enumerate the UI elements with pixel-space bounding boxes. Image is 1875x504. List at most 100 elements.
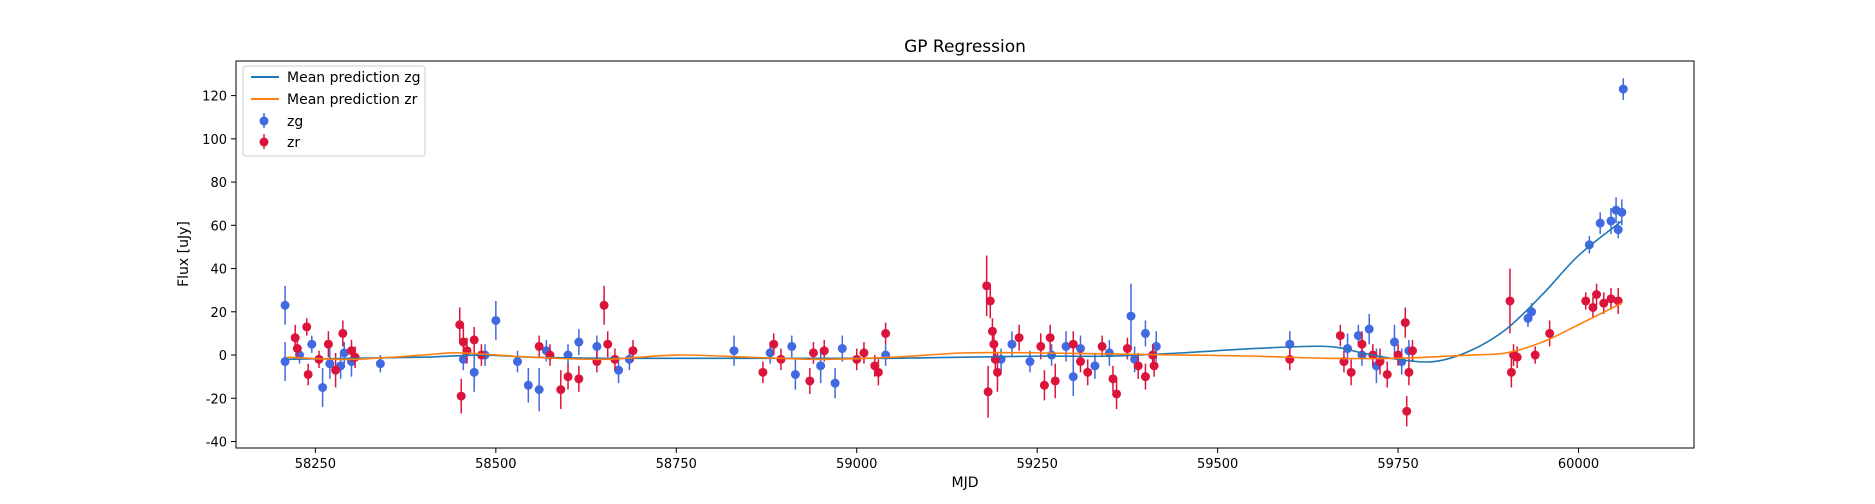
zg-point — [523, 380, 533, 390]
zg-point — [592, 341, 602, 351]
zg-point — [1007, 339, 1017, 349]
zg-point — [614, 365, 624, 375]
zg-point — [787, 341, 797, 351]
zr-point — [1581, 296, 1591, 306]
zr-point — [1545, 328, 1555, 338]
zg-point — [491, 315, 501, 325]
x-tick-label: 58500 — [475, 457, 516, 472]
zg-point — [1613, 225, 1623, 235]
zr-point — [776, 354, 786, 364]
legend-label-zr: zr — [287, 135, 300, 151]
zr-point — [1408, 346, 1418, 356]
zr-point — [1506, 367, 1516, 377]
zr-point — [1133, 361, 1143, 371]
legend-frame — [242, 65, 426, 157]
y-tick-label: -20 — [206, 392, 227, 407]
zg-point — [816, 361, 826, 371]
zg-point — [1090, 361, 1100, 371]
zr-point — [458, 337, 468, 347]
zr-point — [989, 339, 999, 349]
zg-point — [280, 300, 290, 310]
zr-point — [873, 367, 883, 377]
y-tick-label: -40 — [206, 436, 227, 451]
legend-label-zg: zg — [287, 114, 303, 130]
zr-point — [1050, 376, 1060, 386]
series-layer — [280, 78, 1628, 427]
zg-point — [1618, 84, 1628, 94]
zg-point — [1584, 240, 1594, 250]
zr-point — [1346, 367, 1356, 377]
zr-point — [292, 344, 302, 354]
zr-point — [1393, 350, 1403, 360]
zg-point — [837, 344, 847, 354]
zr-point — [290, 333, 300, 343]
zr-point — [1400, 318, 1410, 328]
zr-point — [1014, 333, 1024, 343]
zg-point — [729, 346, 739, 356]
y-tick-label: 60 — [210, 219, 227, 234]
zr-point — [819, 346, 829, 356]
zg-point — [339, 348, 349, 358]
y-tick-label: 0 — [219, 349, 227, 364]
zr-point — [1045, 333, 1055, 343]
zr-point — [982, 281, 992, 291]
zg-point — [1068, 372, 1078, 382]
zg-point — [1126, 311, 1136, 321]
zr-point — [758, 367, 768, 377]
zr-point — [534, 341, 544, 351]
zr-point — [881, 328, 891, 338]
zg-point — [1151, 341, 1161, 351]
zg-point — [458, 354, 468, 364]
zg-point — [830, 378, 840, 388]
zr-point — [1606, 294, 1616, 304]
zg-point — [1364, 324, 1374, 334]
zg-point — [375, 359, 385, 369]
plot-area — [280, 78, 1628, 427]
legend-label-mean-zr: Mean prediction zr — [287, 92, 418, 108]
x-tick-label: 59750 — [1377, 457, 1418, 472]
x-tick-label: 59000 — [836, 457, 877, 472]
zg-point — [1595, 218, 1605, 228]
zr-point — [808, 348, 818, 358]
zr-point — [599, 300, 609, 310]
y-tick-label: 80 — [210, 176, 227, 191]
zg-point — [512, 357, 522, 367]
zr-point — [1505, 296, 1515, 306]
zr-point — [603, 339, 613, 349]
zr-point — [1108, 374, 1118, 384]
zr-point — [1404, 367, 1414, 377]
zr-point — [455, 320, 465, 330]
zr-point — [628, 346, 638, 356]
zg-point — [1140, 328, 1150, 338]
zr-point — [323, 339, 333, 349]
zr-point — [574, 374, 584, 384]
zr-point — [350, 352, 360, 362]
zg-point — [1389, 337, 1399, 347]
zr-point — [1140, 372, 1150, 382]
x-tick-label: 58250 — [295, 457, 336, 472]
zr-point — [1588, 302, 1598, 312]
zr-point — [331, 365, 341, 375]
x-tick-label: 58750 — [656, 457, 697, 472]
zr-point — [1285, 354, 1295, 364]
zr-point — [985, 296, 995, 306]
zr-point — [1402, 406, 1412, 416]
y-tick-label: 40 — [210, 263, 227, 278]
zr-point — [556, 385, 566, 395]
zr-point — [1075, 357, 1085, 367]
y-axis-label: Flux [uJy] — [176, 221, 192, 287]
x-tick-label: 60000 — [1558, 457, 1599, 472]
mean-prediction-zr-line — [286, 302, 1623, 361]
zr-point — [805, 376, 815, 386]
zr-point — [469, 335, 479, 345]
y-tick-label: 100 — [202, 133, 227, 148]
legend: Mean prediction zg Mean prediction zr zg… — [242, 65, 426, 157]
zg-point — [574, 337, 584, 347]
zr-point — [456, 391, 466, 401]
zr-point — [338, 328, 348, 338]
zg-point — [1061, 341, 1071, 351]
zg-point — [790, 369, 800, 379]
zg-point — [1353, 331, 1363, 341]
